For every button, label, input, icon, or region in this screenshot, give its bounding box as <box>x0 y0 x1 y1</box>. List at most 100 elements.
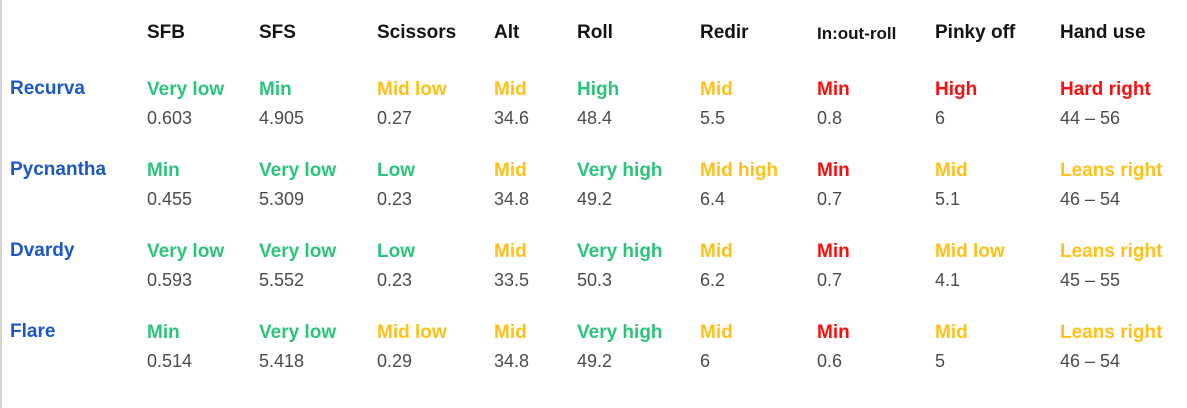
metric-rating: Mid high <box>700 160 779 181</box>
metric-cell-dvardy-in-out-roll: Min 0.7 <box>817 214 935 295</box>
metric-value: 5.309 <box>259 189 305 209</box>
metric-rating: Min <box>817 241 850 262</box>
metric-cell-dvardy-scissors: Low 0.23 <box>377 214 494 295</box>
metric-rating: Low <box>377 160 415 181</box>
metric-value: 34.6 <box>494 108 530 128</box>
metric-value: 46 – 54 <box>1060 189 1121 209</box>
metric-value: 46 – 54 <box>1060 351 1121 371</box>
metric-cell-flare-sfs: Very low 5.418 <box>259 295 377 376</box>
metric-value: 0.8 <box>817 108 843 128</box>
metric-rating: Very high <box>577 241 663 262</box>
column-header-sfb: SFB <box>147 22 185 43</box>
metric-value: 0.23 <box>377 189 413 209</box>
metric-value: 0.593 <box>147 270 193 290</box>
column-header-hand-use: Hand use <box>1060 22 1146 43</box>
column-header-scissors: Scissors <box>377 22 457 43</box>
metric-rating: Mid low <box>377 79 447 100</box>
metric-cell-dvardy-sfs: Very low 5.552 <box>259 214 377 295</box>
row-label-recurva: Recurva <box>10 78 85 99</box>
metric-rating: Very low <box>147 241 225 262</box>
metric-rating: Mid <box>494 160 527 181</box>
metric-value: 6 <box>700 351 711 371</box>
metric-cell-recurva-sfs: Min 4.905 <box>259 52 377 133</box>
metric-rating: Leans right <box>1060 322 1163 343</box>
metric-value: 0.7 <box>817 189 843 209</box>
metric-value: 0.29 <box>377 351 413 371</box>
metric-cell-flare-sfb: Min 0.514 <box>147 295 259 376</box>
row-label-flare: Flare <box>10 321 56 342</box>
metric-cell-pycnantha-hand-use: Leans right 46 – 54 <box>1060 133 1187 214</box>
metric-value: 0.514 <box>147 351 193 371</box>
metric-rating: Mid <box>494 79 527 100</box>
metric-rating: Leans right <box>1060 160 1163 181</box>
metric-cell-pycnantha-sfb: Min 0.455 <box>147 133 259 214</box>
metric-rating: High <box>577 79 620 100</box>
metric-value: 6.4 <box>700 189 726 209</box>
metric-cell-flare-in-out-roll: Min 0.6 <box>817 295 935 376</box>
metric-value: 49.2 <box>577 189 613 209</box>
metric-cell-pycnantha-alt: Mid 34.8 <box>494 133 577 214</box>
metric-rating: Leans right <box>1060 241 1163 262</box>
metric-cell-pycnantha-pinky-off: Mid 5.1 <box>935 133 1060 214</box>
metric-value: 33.5 <box>494 270 530 290</box>
metric-value: 0.27 <box>377 108 413 128</box>
metric-rating: Mid low <box>935 241 1005 262</box>
metric-cell-recurva-roll: High 48.4 <box>577 52 700 133</box>
metric-cell-pycnantha-sfs: Very low 5.309 <box>259 133 377 214</box>
metric-cell-flare-scissors: Mid low 0.29 <box>377 295 494 376</box>
column-header-redir: Redir <box>700 22 749 43</box>
metric-rating: Hard right <box>1060 79 1151 100</box>
metric-rating: High <box>935 79 978 100</box>
row-label-dvardy: Dvardy <box>10 240 75 261</box>
metric-rating: Mid <box>700 79 733 100</box>
metric-cell-dvardy-roll: Very high 50.3 <box>577 214 700 295</box>
metric-value: 5 <box>935 351 946 371</box>
metric-cell-flare-alt: Mid 34.8 <box>494 295 577 376</box>
metric-cell-dvardy-pinky-off: Mid low 4.1 <box>935 214 1060 295</box>
metric-rating: Mid <box>935 322 968 343</box>
metric-cell-pycnantha-in-out-roll: Min 0.7 <box>817 133 935 214</box>
layout-comparison-table: SFB SFS Scissors Alt Roll Redir In:out-roll Pin… <box>10 0 1187 376</box>
metric-cell-recurva-alt: Mid 34.6 <box>494 52 577 133</box>
metric-cell-pycnantha-roll: Very high 49.2 <box>577 133 700 214</box>
metric-value: 0.455 <box>147 189 193 209</box>
metric-rating: Mid <box>700 241 733 262</box>
metric-cell-flare-redir: Mid 6 <box>700 295 817 376</box>
metric-value: 5.418 <box>259 351 305 371</box>
corner-cell <box>10 0 147 52</box>
column-header-pinky-off: Pinky off <box>935 22 1016 43</box>
metric-value: 0.6 <box>817 351 843 371</box>
metric-rating: Mid <box>494 322 527 343</box>
column-header-sfs: SFS <box>259 22 296 43</box>
metric-value: 45 – 55 <box>1060 270 1121 290</box>
metric-cell-recurva-redir: Mid 5.5 <box>700 52 817 133</box>
metric-value: 49.2 <box>577 351 613 371</box>
metric-rating: Mid <box>494 241 527 262</box>
metric-rating: Very low <box>259 322 337 343</box>
metric-cell-recurva-hand-use: Hard right 44 – 56 <box>1060 52 1187 133</box>
metric-rating: Min <box>817 160 850 181</box>
row-label-pycnantha: Pycnantha <box>10 159 107 180</box>
metric-cell-dvardy-redir: Mid 6.2 <box>700 214 817 295</box>
metric-rating: Low <box>377 241 415 262</box>
metric-value: 5.5 <box>700 108 726 128</box>
metric-cell-pycnantha-redir: Mid high 6.4 <box>700 133 817 214</box>
metric-cell-dvardy-alt: Mid 33.5 <box>494 214 577 295</box>
metric-cell-dvardy-sfb: Very low 0.593 <box>147 214 259 295</box>
metric-value: 34.8 <box>494 351 530 371</box>
metric-rating: Mid <box>700 322 733 343</box>
metric-rating: Min <box>147 160 180 181</box>
header-row: SFB SFS Scissors Alt Roll Redir In:out-roll Pin… <box>10 0 1187 52</box>
metric-rating: Mid <box>935 160 968 181</box>
metric-value: 5.552 <box>259 270 305 290</box>
metric-value: 0.23 <box>377 270 413 290</box>
table-row-flare: Flare Min 0.514 Very low 5.418 Mid low 0.29 Mid… <box>10 295 1187 376</box>
metric-rating: Very low <box>147 79 225 100</box>
table-row-recurva: Recurva Very low 0.603 Min 4.905 Mid low 0.27 M… <box>10 52 1187 133</box>
metric-cell-recurva-in-out-roll: Min 0.8 <box>817 52 935 133</box>
metric-cell-recurva-scissors: Mid low 0.27 <box>377 52 494 133</box>
metric-value: 50.3 <box>577 270 613 290</box>
metric-cell-recurva-sfb: Very low 0.603 <box>147 52 259 133</box>
metric-cell-dvardy-hand-use: Leans right 45 – 55 <box>1060 214 1187 295</box>
metric-rating: Min <box>147 322 180 343</box>
